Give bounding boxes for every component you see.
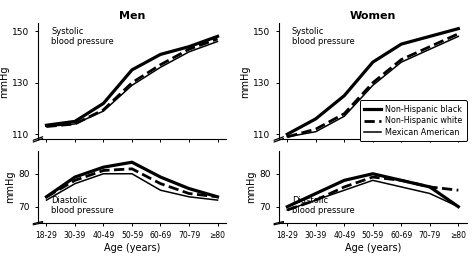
Y-axis label: mmHg: mmHg [246,171,256,203]
Text: Systolic
blood pressure: Systolic blood pressure [51,27,114,46]
Legend: Non-Hispanic black, Non-Hispanic white, Mexican American: Non-Hispanic black, Non-Hispanic white, … [360,100,466,141]
X-axis label: Age (years): Age (years) [345,243,401,253]
Text: Systolic
blood pressure: Systolic blood pressure [292,27,355,46]
Title: Women: Women [350,11,396,21]
X-axis label: Age (years): Age (years) [104,243,160,253]
Text: Diastolic
blood pressure: Diastolic blood pressure [292,196,355,215]
Y-axis label: mmHg: mmHg [0,65,9,98]
Y-axis label: mmHg: mmHg [5,171,15,203]
Y-axis label: mmHg: mmHg [240,65,250,98]
Text: Diastolic
blood pressure: Diastolic blood pressure [51,196,114,215]
Title: Men: Men [119,11,145,21]
